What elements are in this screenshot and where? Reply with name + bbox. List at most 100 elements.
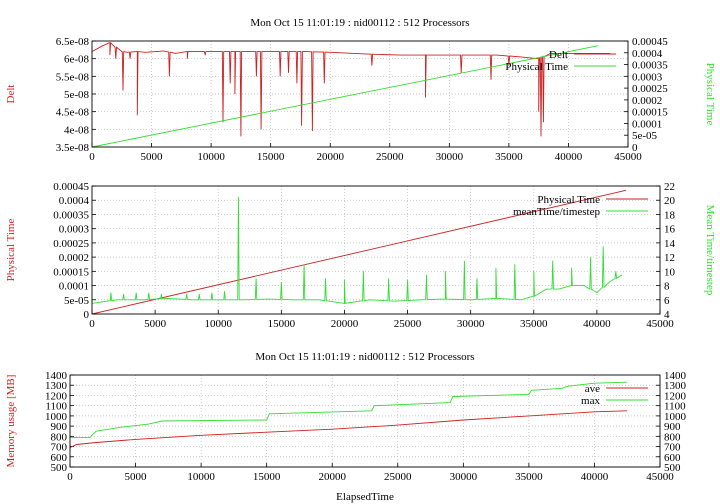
plot-frame: [69, 374, 661, 468]
y-tick-label: 0.0003: [59, 224, 90, 236]
x-tick-label: 20000: [318, 471, 346, 483]
y-tick-label: 0.00045: [53, 181, 89, 193]
y2-tick-label: 12: [664, 252, 675, 264]
x-tick-label: 30000: [436, 151, 464, 163]
x-tick-label: 15000: [253, 471, 281, 483]
x-tick-label: 45000: [646, 471, 674, 483]
y-tick-label: 4e-08: [64, 124, 90, 136]
y-tick-label: 900: [51, 421, 68, 433]
x-tick-label: 10000: [197, 151, 225, 163]
series-line-max: [70, 381, 628, 438]
y2-tick-label: 14: [664, 238, 676, 250]
x-tick-label: 45000: [614, 151, 642, 163]
x-tick-label: 25000: [384, 471, 412, 483]
y2-tick-label: 0.00035: [632, 60, 668, 72]
y2-tick-label: 0: [632, 142, 638, 154]
plot-frame: [91, 40, 629, 148]
y-tick-label: 500: [51, 462, 68, 474]
y2-tick-label: 800: [664, 431, 681, 443]
x-tick-label: 0: [67, 471, 73, 483]
y2-tick-label: 8: [664, 281, 670, 293]
y-tick-label: 1400: [45, 370, 68, 382]
y-tick-label: 1300: [45, 380, 68, 392]
y2-tick-label: 1000: [664, 411, 687, 423]
series-line-physical-time: [91, 189, 627, 315]
series-line-meantime-timestep: [91, 196, 623, 304]
x-tick-label: 30000: [450, 471, 478, 483]
y2-axis-label: Mean Time/timestep: [704, 205, 716, 296]
y-tick-label: 5.5e-08: [56, 71, 90, 83]
series-line-delt: [91, 41, 611, 137]
y2-tick-label: 6: [664, 295, 670, 307]
series-line-physical-time: [91, 45, 599, 148]
y-tick-label: 6.5e-08: [56, 36, 90, 48]
y-tick-label: 1000: [45, 411, 68, 423]
chart-title: Mon Oct 15 11:01:19 : nid00112 : 512 Pro…: [250, 17, 469, 29]
y-tick-label: 0.00035: [53, 209, 89, 221]
y2-tick-label: 0.00025: [632, 83, 668, 95]
x-tick-label: 25000: [394, 318, 422, 330]
y-tick-label: 4.5e-08: [56, 107, 90, 119]
x-tick-label: 40000: [581, 471, 609, 483]
y-tick-label: 1100: [45, 401, 67, 413]
y-tick-label: 700: [51, 442, 68, 454]
y2-tick-label: 5e-05: [632, 130, 658, 142]
y2-tick-label: 10: [664, 266, 676, 278]
x-tick-label: 10000: [204, 318, 232, 330]
y2-tick-label: 0.00045: [632, 36, 668, 48]
y2-tick-label: 0.0003: [632, 71, 663, 83]
x-tick-label: 40000: [555, 151, 583, 163]
y2-tick-label: 0.0002: [632, 95, 662, 107]
y2-tick-label: 1200: [664, 390, 687, 402]
y2-tick-label: 4: [664, 309, 670, 321]
x-tick-label: 20000: [331, 318, 359, 330]
x-tick-label: 5000: [141, 151, 164, 163]
y-axis-label: Physical Time: [5, 219, 17, 282]
y-axis-label: Memory usage [MB]: [5, 375, 17, 468]
y2-tick-label: 0.0004: [632, 48, 663, 60]
x-axis-label: ElapsedTime: [336, 491, 394, 503]
y2-tick-label: 20: [664, 195, 676, 207]
y-tick-label: 0: [84, 309, 90, 321]
x-tick-label: 5000: [125, 471, 148, 483]
y-tick-label: 3.5e-08: [56, 142, 90, 154]
y2-tick-label: 18: [664, 209, 676, 221]
y-tick-label: 0.0002: [59, 252, 89, 264]
y-tick-label: 0.00025: [53, 238, 89, 250]
series-line-ave: [69, 410, 628, 449]
legend-label: Physical Time: [505, 61, 568, 73]
y2-tick-label: 22: [664, 181, 675, 193]
legend-label: Physical Time: [537, 194, 600, 206]
plot-frame: [91, 185, 661, 315]
x-tick-label: 30000: [457, 318, 485, 330]
y2-tick-label: 16: [664, 224, 676, 236]
x-tick-label: 35000: [495, 151, 523, 163]
x-tick-label: 15000: [257, 151, 285, 163]
legend-label: Delt: [549, 49, 568, 61]
legend-label: meanTime/timestep: [513, 206, 600, 218]
x-tick-label: 15000: [268, 318, 296, 330]
y2-tick-label: 1400: [664, 370, 687, 382]
y2-tick-label: 1100: [664, 401, 686, 413]
x-tick-label: 35000: [515, 471, 543, 483]
y-tick-label: 0.0001: [59, 281, 89, 293]
x-tick-label: 20000: [316, 151, 344, 163]
y2-tick-label: 500: [664, 462, 681, 474]
legend-label: max: [581, 395, 600, 407]
y-tick-label: 600: [51, 452, 68, 464]
y2-tick-label: 0.00015: [632, 107, 668, 119]
x-tick-label: 25000: [376, 151, 404, 163]
x-tick-label: 0: [89, 151, 95, 163]
y2-axis-label: Physical Time: [704, 63, 716, 126]
x-tick-label: 40000: [583, 318, 611, 330]
legend-label: ave: [585, 383, 600, 395]
x-tick-label: 5000: [144, 318, 167, 330]
y-tick-label: 6e-08: [64, 54, 90, 66]
y-tick-label: 5e-05: [64, 295, 90, 307]
y-tick-label: 0.0004: [59, 195, 90, 207]
y-tick-label: 800: [51, 431, 68, 443]
y-tick-label: 0.00015: [53, 266, 89, 278]
y2-tick-label: 0.0001: [632, 118, 662, 130]
x-tick-label: 35000: [520, 318, 548, 330]
